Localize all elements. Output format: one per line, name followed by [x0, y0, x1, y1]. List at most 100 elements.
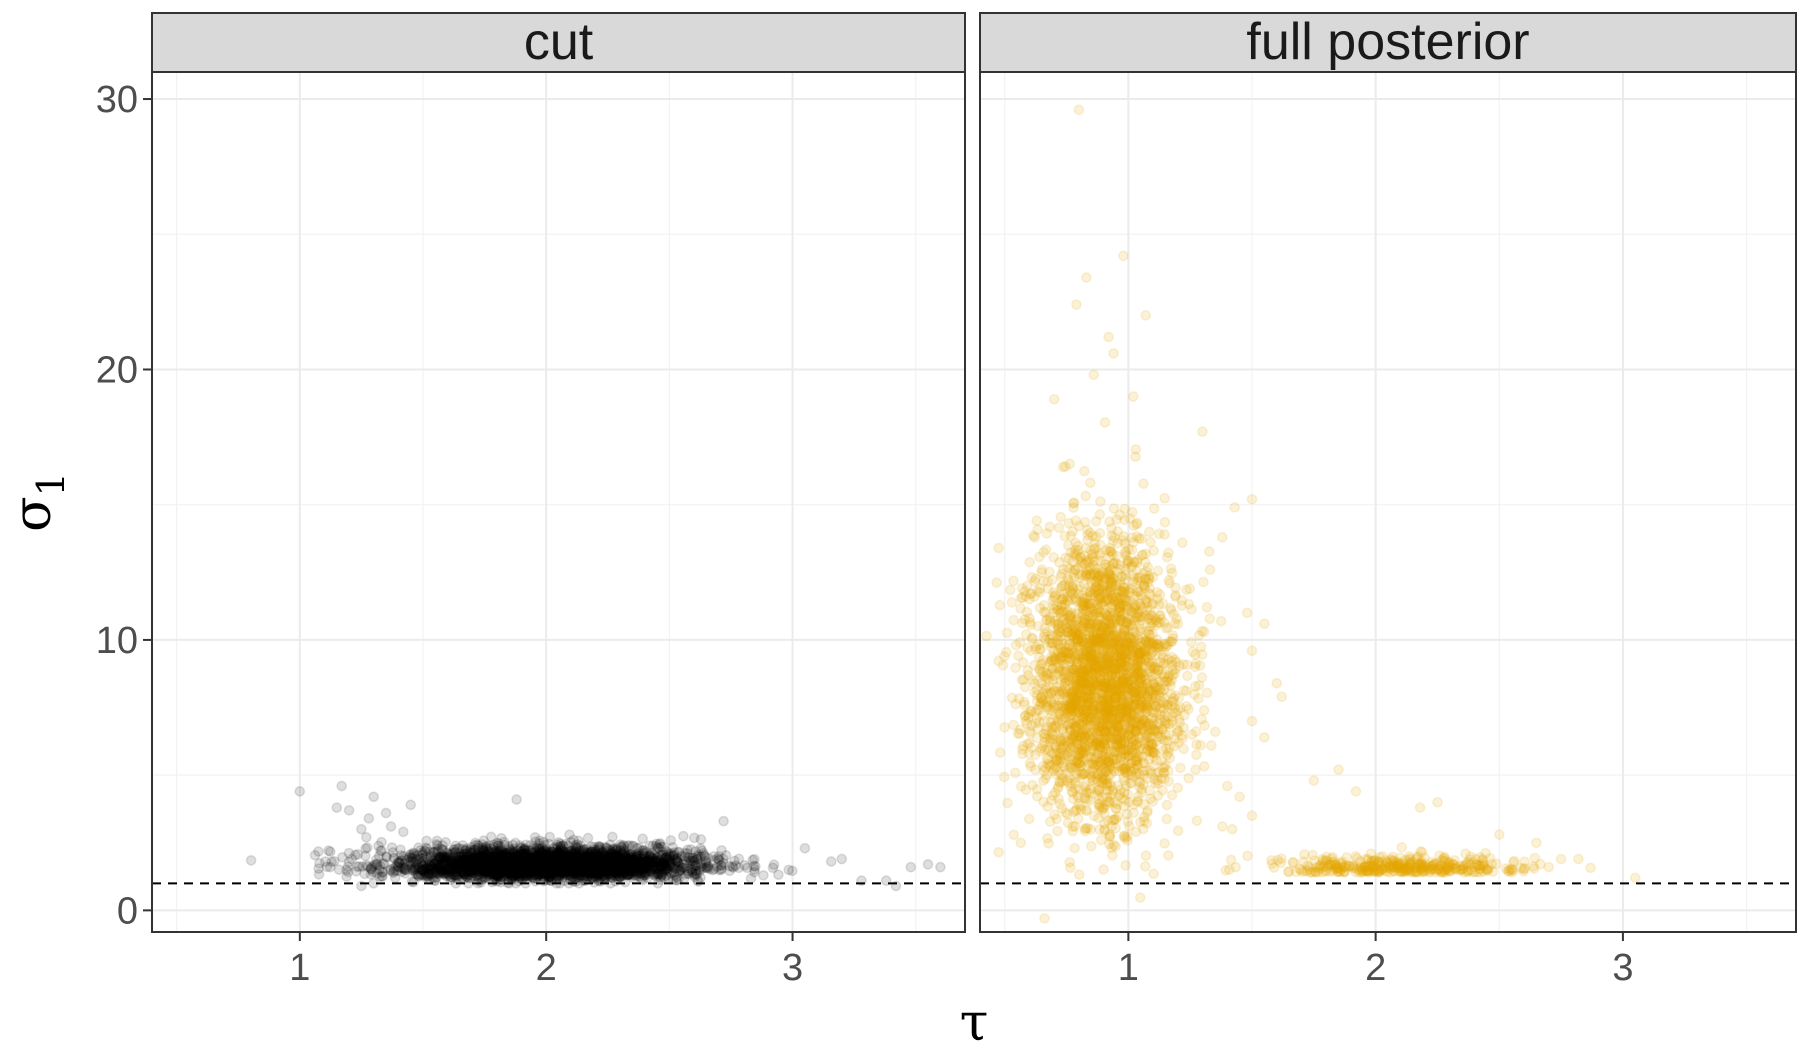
data-point	[514, 840, 526, 851]
data-point	[478, 872, 490, 884]
data-point	[537, 851, 549, 862]
data-point	[413, 861, 424, 873]
data-point	[727, 862, 739, 873]
data-point	[568, 834, 579, 846]
data-point	[541, 858, 553, 870]
data-point	[516, 871, 527, 883]
data-point	[444, 855, 456, 866]
data-point	[768, 859, 780, 871]
data-point	[590, 850, 602, 862]
data-point	[660, 852, 672, 864]
data-point	[511, 794, 522, 805]
data-point	[525, 854, 536, 865]
data-point	[534, 858, 545, 870]
data-point	[517, 868, 529, 880]
data-point	[521, 863, 533, 875]
data-point	[445, 865, 457, 876]
data-point	[1198, 704, 1210, 716]
data-point	[533, 869, 545, 880]
data-point	[664, 851, 675, 862]
data-point	[492, 868, 504, 879]
data-point	[498, 865, 510, 877]
data-point	[739, 860, 751, 871]
data-point	[678, 830, 689, 842]
data-point	[654, 867, 666, 879]
data-point	[442, 864, 454, 876]
data-point	[610, 845, 622, 857]
data-point	[665, 853, 676, 865]
data-point	[1143, 526, 1155, 538]
data-point	[585, 841, 597, 852]
data-point	[581, 850, 592, 862]
data-point	[553, 858, 564, 869]
data-point	[444, 856, 455, 868]
data-point	[512, 866, 524, 877]
data-point	[558, 855, 569, 867]
data-point	[360, 831, 372, 843]
data-point	[634, 866, 646, 878]
data-point	[577, 845, 589, 857]
data-point	[654, 838, 666, 849]
data-point	[640, 868, 651, 880]
data-point	[435, 860, 446, 872]
data-point	[451, 870, 463, 881]
data-point	[1148, 868, 1159, 880]
data-point	[611, 849, 623, 860]
data-point	[582, 860, 594, 872]
data-point	[539, 864, 551, 876]
data-point	[442, 847, 454, 858]
data-point	[637, 833, 649, 845]
data-point	[477, 843, 489, 855]
data-point	[554, 857, 566, 869]
data-point	[692, 851, 704, 862]
data-point	[469, 844, 481, 856]
data-point	[557, 850, 568, 862]
data-point	[551, 871, 563, 882]
data-point	[716, 844, 727, 856]
data-point	[488, 868, 500, 880]
data-point	[605, 855, 617, 866]
data-point	[343, 847, 355, 859]
data-point	[469, 862, 480, 874]
data-point	[549, 863, 561, 875]
data-point	[548, 854, 560, 866]
data-point	[432, 864, 444, 876]
data-point	[497, 850, 509, 862]
data-point	[618, 859, 630, 871]
data-point	[1186, 636, 1197, 648]
data-point	[620, 866, 631, 878]
data-point	[472, 843, 483, 854]
data-point	[574, 865, 586, 877]
data-point	[376, 845, 388, 857]
data-point	[551, 854, 562, 866]
data-point	[1120, 860, 1131, 871]
data-point	[536, 852, 547, 863]
data-point	[570, 861, 581, 873]
data-point	[539, 862, 551, 873]
data-point	[547, 857, 559, 869]
data-point	[585, 850, 597, 862]
data-point	[469, 854, 481, 865]
data-point	[508, 859, 520, 870]
data-point	[537, 857, 549, 868]
data-point	[566, 859, 578, 870]
data-point	[562, 862, 573, 873]
data-point	[527, 865, 539, 877]
data-point	[434, 851, 446, 863]
data-point	[1148, 503, 1160, 514]
data-point	[509, 859, 520, 870]
data-point	[502, 854, 514, 866]
data-point	[498, 849, 510, 861]
data-point	[668, 866, 680, 878]
data-point	[602, 865, 614, 876]
data-point	[758, 869, 769, 881]
data-point	[542, 860, 554, 872]
data-point	[661, 863, 673, 874]
data-point	[563, 853, 575, 864]
data-point	[635, 859, 647, 871]
data-point	[438, 863, 450, 874]
facet-title: cut	[524, 13, 594, 71]
data-point	[563, 854, 575, 866]
data-point	[491, 856, 503, 868]
